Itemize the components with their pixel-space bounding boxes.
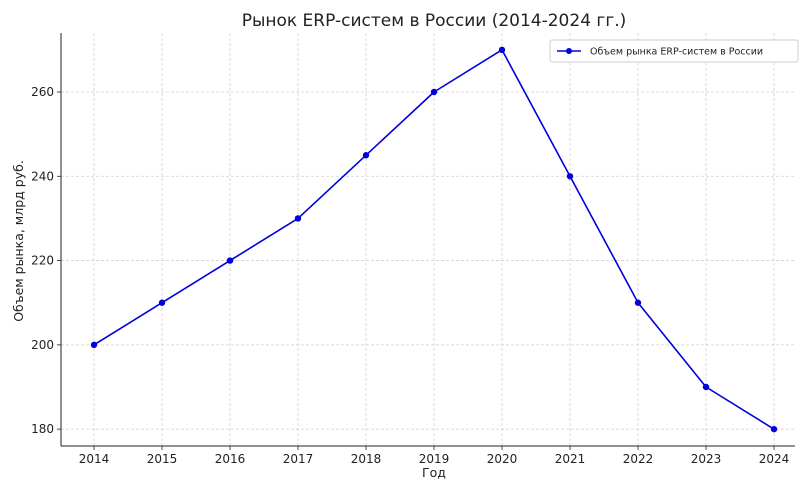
grid-lines (61, 33, 795, 446)
x-tick-label: 2018 (351, 452, 382, 466)
x-tick-label: 2016 (215, 452, 246, 466)
x-tick-label: 2015 (147, 452, 178, 466)
y-tick-label: 180 (31, 422, 54, 436)
y-tick-labels: 180 200 220 240 260 (31, 85, 54, 436)
x-tick-label: 2014 (79, 452, 110, 466)
chart-title: Рынок ERP-систем в России (2014-2024 гг.… (242, 11, 627, 31)
data-point (226, 257, 234, 264)
data-point (362, 152, 370, 159)
x-axis-label: Год (422, 465, 446, 479)
x-tick-labels: 2014 2015 2016 2017 2018 2019 2020 2021 2022 2023… (79, 452, 790, 466)
y-tick-label: 220 (31, 254, 54, 268)
data-point (498, 46, 506, 54)
y-tick-label: 200 (31, 338, 54, 352)
y-tick-label: 260 (31, 85, 54, 99)
data-point (770, 425, 778, 433)
data-point (634, 299, 642, 306)
legend-box (549, 39, 799, 63)
data-point (158, 299, 166, 306)
x-tick-label: 2024 (759, 452, 790, 466)
y-axis-label: Объем рынка, млрд руб. (11, 160, 26, 322)
data-point (566, 173, 574, 180)
data-point (430, 88, 438, 96)
x-tick-label: 2023 (691, 452, 722, 466)
data-point (90, 341, 98, 349)
y-tick-label: 240 (31, 169, 54, 183)
legend-marker-swatch (566, 48, 572, 54)
legend: Объем рынка ERP-систем в России (549, 39, 799, 63)
series-line (90, 46, 778, 433)
legend-label: Объем рынка ERP-систем в России (590, 47, 763, 58)
x-tick-label: 2017 (283, 452, 314, 466)
x-tick-label: 2019 (419, 452, 450, 466)
x-tick-label: 2020 (487, 452, 518, 466)
data-point (702, 383, 710, 391)
axes (57, 33, 795, 450)
data-point (294, 215, 302, 222)
x-tick-label: 2021 (555, 452, 586, 466)
x-tick-label: 2022 (623, 452, 654, 466)
